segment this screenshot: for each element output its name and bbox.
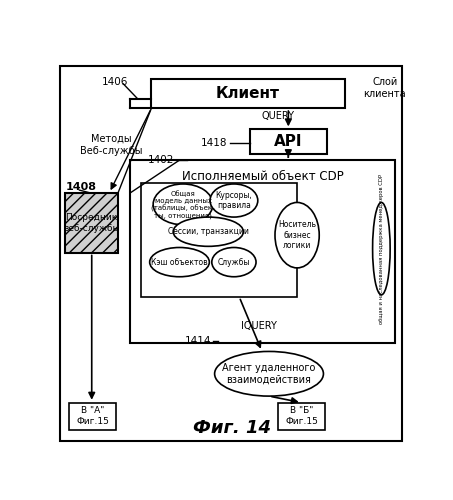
FancyBboxPatch shape	[250, 130, 327, 154]
FancyBboxPatch shape	[141, 183, 297, 297]
Text: Исполняемый объект CDP: Исполняемый объект CDP	[182, 170, 344, 182]
FancyBboxPatch shape	[278, 402, 325, 429]
Text: Сессии, транзакции: Сессии, транзакции	[168, 227, 249, 236]
Text: Методы
Веб-службы: Методы Веб-службы	[80, 134, 142, 156]
Text: Клиент: Клиент	[216, 86, 280, 101]
Text: В "А"
Фиг.15: В "А" Фиг.15	[76, 406, 109, 426]
FancyBboxPatch shape	[151, 79, 345, 108]
Text: В "Б"
Фиг.15: В "Б" Фиг.15	[285, 406, 318, 426]
Text: 1418: 1418	[200, 138, 227, 148]
Text: Фиг. 14: Фиг. 14	[193, 418, 271, 436]
FancyBboxPatch shape	[130, 160, 395, 343]
FancyBboxPatch shape	[65, 193, 118, 252]
FancyBboxPatch shape	[60, 66, 402, 441]
Text: 1406: 1406	[101, 78, 128, 88]
Text: API: API	[274, 134, 303, 150]
Text: Агент удаленного
взаимодействия: Агент удаленного взаимодействия	[222, 362, 316, 385]
Ellipse shape	[215, 352, 323, 396]
Text: Посредник
веб-службы: Посредник веб-службы	[63, 212, 120, 233]
Text: Слой
клиента: Слой клиента	[364, 77, 406, 100]
Ellipse shape	[212, 248, 256, 277]
Text: 1402: 1402	[148, 155, 174, 165]
Text: 1408: 1408	[65, 182, 96, 192]
Text: 1414: 1414	[185, 336, 211, 346]
Ellipse shape	[149, 248, 209, 277]
Ellipse shape	[210, 184, 258, 217]
Text: Службы: Службы	[218, 258, 250, 266]
Ellipse shape	[275, 202, 319, 268]
Text: общая и наследованная поддержка менеджеров CDP: общая и наследованная поддержка менеджер…	[379, 174, 384, 324]
Text: Кэш объектов: Кэш объектов	[151, 258, 208, 266]
Text: QUERY: QUERY	[261, 111, 294, 121]
Text: Носитель
бизнес
логики: Носитель бизнес логики	[278, 220, 316, 250]
FancyBboxPatch shape	[69, 402, 116, 429]
Text: IQUERY: IQUERY	[241, 320, 276, 330]
Ellipse shape	[173, 217, 243, 246]
Text: Курсоры,
правила: Курсоры, правила	[216, 191, 252, 210]
Text: Общая
модель данных
(таблицы, объек-
ты, отношения): Общая модель данных (таблицы, объек- ты,…	[151, 190, 215, 219]
Ellipse shape	[153, 184, 213, 225]
Ellipse shape	[372, 202, 390, 295]
